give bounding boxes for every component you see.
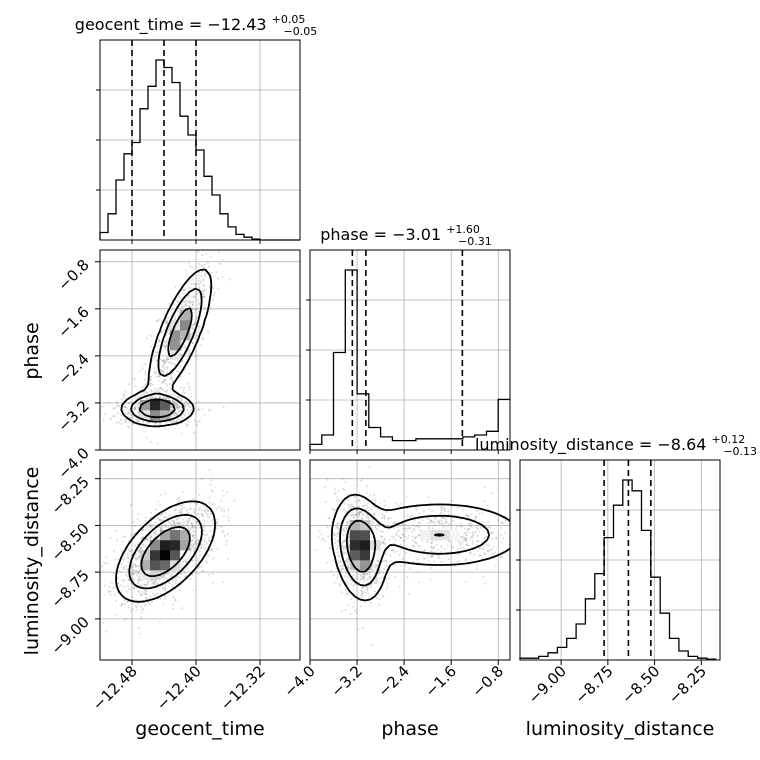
xtick-geocent-time-0: −12.48 [89,662,141,714]
contour-luminosity-distance-vs-phase-2 [345,519,445,573]
xtick-phase-1: −3.2 [327,662,365,700]
xtick-geocent-time-2: −12.32 [217,662,269,714]
ytick-phase-4: −0.8 [54,256,92,294]
xtick-luminosity-distance-2: −8.50 [618,662,663,707]
density-luminosity-distance-vs-phase [350,520,461,571]
hist-geocent-time [99,59,300,241]
xtick-geocent-time-1: −12.40 [153,662,205,714]
hist-phase [309,269,510,450]
contour-phase-vs-geocent-time-2 [138,307,193,419]
title-geocent-time: geocent_time = −12.43 +0.05 −0.05 [75,8,317,38]
tick-labels: −12.48 −12.40 −12.32 −4.0 −3.2 −2.4 −1.6 −0.8 −9… [48,240,710,714]
xtick-phase-3: −1.6 [422,662,460,700]
contour-luminosity-distance-vs-geocent-time-0 [115,500,216,603]
contour-luminosity-distance-vs-phase-0 [330,493,510,602]
ytick-phase-2: −2.4 [54,350,92,388]
xtick-phase-4: −0.8 [469,662,507,700]
xlabel-phase: phase [381,718,438,740]
xlabel-luminosity-distance: luminosity_distance [526,718,715,740]
xtick-phase-0: −4.0 [280,662,318,700]
ytick-luminosity-distance-0: −9.00 [48,613,93,658]
hist-luminosity-distance [519,479,717,660]
ytick-luminosity-distance-1: −8.75 [48,566,93,611]
ytick-phase-0: −4.0 [54,444,92,482]
ytick-phase-3: −1.6 [54,303,92,341]
ytick-phase-1: −3.2 [54,397,92,435]
title-geocent-time-minus: −0.05 [283,25,317,38]
contour-phase-vs-geocent-time-1 [130,287,203,423]
contour-phase-vs-geocent-time-0 [120,268,213,428]
panel-geocent-time-hist [96,39,301,241]
title-luminosity-distance-minus: −0.13 [723,445,757,458]
panel-luminosity-distance-vs-phase [309,459,511,661]
ytick-luminosity-distance-3: −8.25 [48,473,93,518]
title-phase-plus: +1.60 [446,223,480,236]
xtick-phase-2: −2.4 [374,662,412,700]
panel-phase-hist [306,249,511,451]
xtick-luminosity-distance-3: −8.25 [665,662,710,707]
title-phase: phase = −3.01 +1.60 −0.31 [320,218,492,248]
panel-luminosity-distance-hist [516,459,721,661]
density-phase-vs-geocent-time [140,310,191,421]
panel-phase-vs-geocent-time [99,249,301,451]
xtick-luminosity-distance-1: −8.75 [571,662,616,707]
contour-luminosity-distance-vs-geocent-time-2 [140,526,191,577]
contour-luminosity-distance-vs-phase-1 [339,507,491,587]
contour-luminosity-distance-vs-geocent-time-1 [128,513,203,590]
title-phase-minus: −0.31 [458,235,492,248]
xlabel-geocent-time: geocent_time [135,718,264,740]
ylabel-luminosity-distance: luminosity_distance [21,467,43,656]
title-luminosity-distance-plus: +0.12 [712,433,746,446]
xtick-luminosity-distance-0: −9.00 [525,662,570,707]
title-geocent-time-plus: +0.05 [272,13,306,26]
panel-luminosity-distance-vs-geocent-time [99,459,301,661]
ylabel-phase: phase [21,322,43,379]
ytick-luminosity-distance-2: −8.50 [48,520,93,565]
title-luminosity-distance: luminosity_distance = −8.64 +0.12 −0.13 [475,428,757,458]
